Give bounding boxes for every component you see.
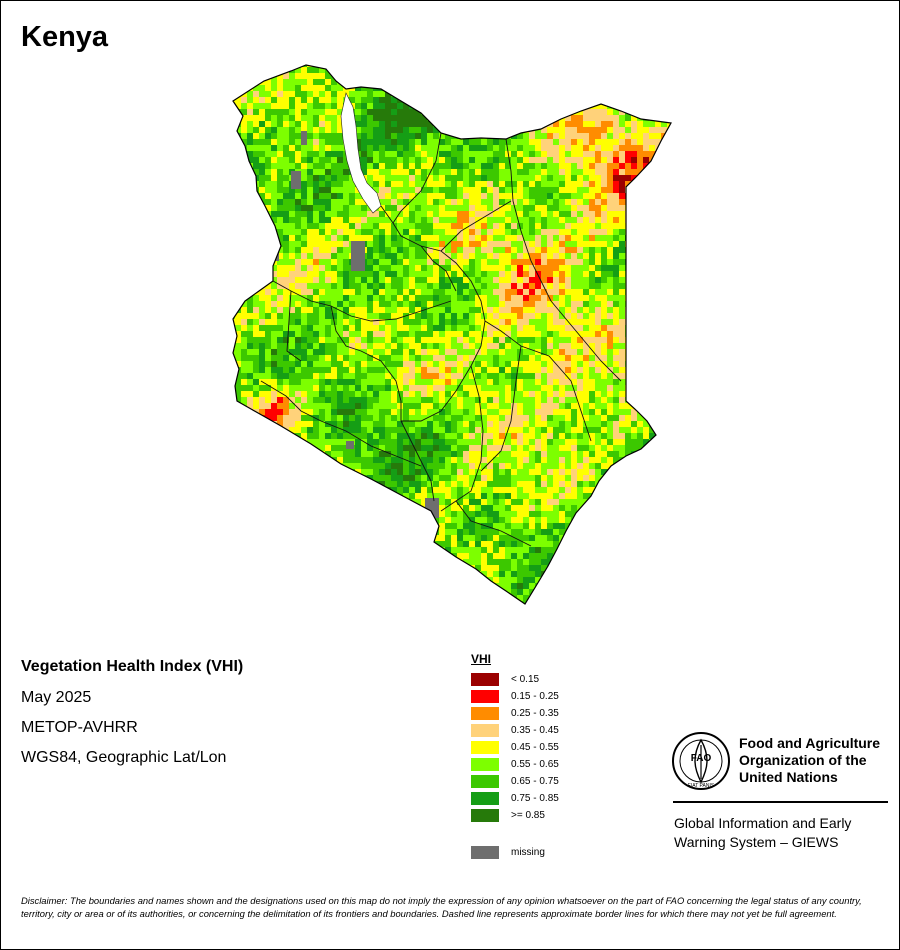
fao-organization-name: Food and Agriculture Organization of the…: [739, 735, 889, 786]
legend-swatch: [471, 690, 499, 703]
legend-title: VHI: [471, 652, 492, 666]
map-date: May 2025: [21, 689, 92, 706]
fao-logo-letters: FAO: [691, 753, 712, 764]
legend-swatch: [471, 673, 499, 686]
legend-label: 0.65 - 0.75: [511, 776, 559, 787]
legend-swatch: [471, 846, 499, 859]
legend-label: 0.35 - 0.45: [511, 725, 559, 736]
disclaimer: Disclaimer: The boundaries and names sho…: [21, 895, 862, 919]
fao-branding: FAO FIAT PANIS Food and Agriculture Orga…: [671, 729, 891, 854]
legend-label: 0.25 - 0.35: [511, 708, 559, 719]
giews-name-line: Warning System – GIEWS: [674, 834, 839, 850]
legend-label: 0.15 - 0.25: [511, 691, 559, 702]
fao-name-line: Organization of the: [739, 752, 867, 768]
fao-name-line: Food and Agriculture: [739, 735, 881, 751]
legend-swatch: [471, 775, 499, 788]
divider: [673, 801, 888, 803]
fao-logo-motto: FIAT PANIS: [688, 783, 715, 789]
legend-swatch: [471, 758, 499, 771]
legend-swatch: [471, 724, 499, 737]
map-product-title: Vegetation Health Index (VHI): [21, 658, 244, 675]
legend-label: < 0.15: [511, 674, 540, 685]
vhi-map: [232, 64, 672, 605]
admin-boundaries: [260, 132, 622, 547]
legend-label: >= 0.85: [511, 810, 545, 821]
legend-swatch: [471, 707, 499, 720]
legend-label: 0.75 - 0.85: [511, 793, 559, 804]
vhi-raster: [233, 65, 671, 604]
fao-name-line: United Nations: [739, 769, 838, 785]
legend-swatch: [471, 792, 499, 805]
giews-name: Global Information and Early Warning Sys…: [674, 814, 889, 852]
giews-name-line: Global Information and Early: [674, 815, 852, 831]
legend-label: 0.45 - 0.55: [511, 742, 559, 753]
legend-label: missing: [511, 847, 545, 858]
legend-swatch: [471, 741, 499, 754]
map-projection: WGS84, Geographic Lat/Lon: [21, 749, 227, 766]
legend-label: 0.55 - 0.65: [511, 759, 559, 770]
legend-swatch: [471, 809, 499, 822]
fao-logo-icon: FAO FIAT PANIS: [672, 732, 730, 790]
map-title: Kenya: [21, 21, 109, 53]
map-sensor: METOP-AVHRR: [21, 719, 138, 736]
